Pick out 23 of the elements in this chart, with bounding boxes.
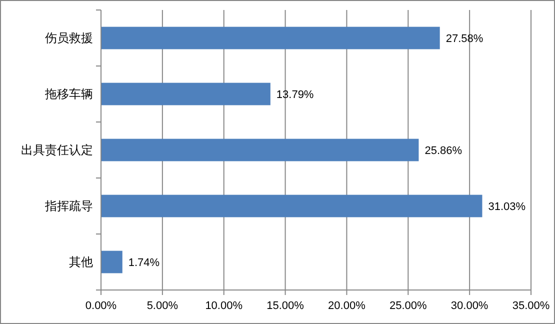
x-tick-label: 0.00% [85,300,117,312]
bar [101,82,270,106]
data-label: 1.74% [128,256,160,269]
y-tick-label: 拖移车辆 [44,87,93,102]
bar [101,26,440,50]
data-label: 27.58% [446,32,484,45]
x-tick-label: 30.00% [450,300,488,312]
x-tick-label: 10.00% [205,300,243,312]
y-tick-label: 出具责任认定 [21,143,93,158]
y-tick-label: 其他 [69,255,93,270]
data-label: 25.86% [424,144,462,157]
x-tick-label: 35.00% [512,300,550,312]
data-label: 31.03% [488,200,526,213]
bar [101,138,419,162]
y-tick-label: 伤员救援 [45,31,93,46]
y-tick-label: 指挥疏导 [44,199,93,214]
data-label: 13.79% [276,88,314,101]
x-tick-label: 20.00% [328,300,366,312]
x-tick-label: 5.00% [146,300,178,312]
bar [101,250,122,274]
x-tick-label: 25.00% [389,300,428,312]
x-tick-label: 15.00% [266,300,304,312]
bar [101,194,482,218]
